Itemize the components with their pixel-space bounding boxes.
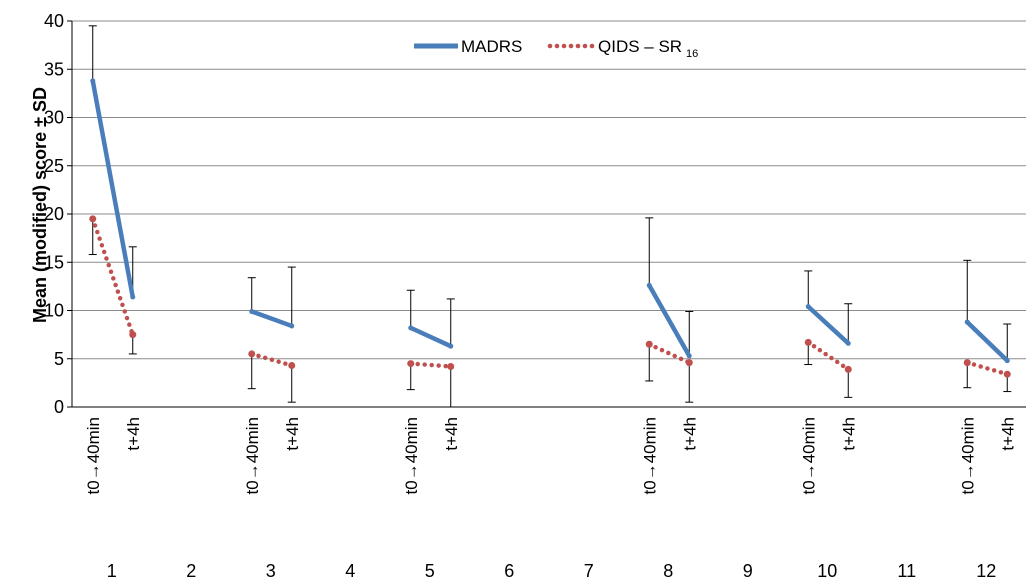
madrs-point [130,294,136,300]
x-category-label: 8 [663,561,673,579]
y-tick-label: 15 [44,252,64,272]
x-category-label: 10 [817,561,837,579]
qids-point [963,359,971,367]
x-timepoint-label: t+4h [124,417,143,451]
x-category-label: 12 [976,561,996,579]
madrs-point [289,323,295,329]
x-timepoint-label: t0→40min [243,417,262,494]
x-category-label: 5 [425,561,435,579]
madrs-point [1004,358,1010,364]
qids-point [89,215,97,223]
madrs-point [448,343,454,349]
qids-point [129,331,137,339]
qids-point [804,338,812,346]
legend-madrs-marker [433,43,439,49]
madrs-line-segment [806,304,851,346]
madrs-point [90,78,96,84]
y-tick-label: 5 [54,349,64,369]
x-timepoint-label: t0→40min [402,417,421,494]
madrs-point [408,325,414,331]
qids-point [407,360,415,368]
markers [89,78,1011,378]
madrs-point [686,353,692,359]
x-timepoint-label: t+4h [283,417,302,451]
madrs-line-segment [647,283,692,359]
y-tick-label: 0 [54,397,64,417]
qids-point [685,359,693,367]
gridlines [72,20,1026,360]
x-timepoint-label: t0→40min [799,417,818,494]
y-tick-label: 30 [44,108,64,128]
madrs-line-segment [965,319,1010,363]
y-axis-label: Mean (modified) score ± SD [30,87,50,323]
y-tick-label: 25 [44,156,64,176]
axes [67,20,1026,408]
x-category-label: 9 [743,561,753,579]
qids-point [645,340,653,348]
legend-qids-swatch [547,43,595,49]
legend-qids-label: QIDS – SR [598,37,682,56]
qids-line-segment [806,340,851,372]
x-timepoint-label: t+4h [442,417,461,451]
legend-madrs-label: MADRS [461,37,522,56]
x-timepoint-label: t+4h [680,417,699,451]
madrs-point [249,308,255,314]
madrs-line-segment [408,325,453,349]
legend-qids-subscript: 16 [686,48,698,60]
legend: MADRS QIDS – SR 16 [414,37,698,60]
qids-line-segment [90,216,135,337]
madrs-point [646,282,652,288]
x-category-label: 4 [345,561,355,579]
x-timepoint-label: t0→40min [640,417,659,494]
qids-point [248,350,256,358]
x-category-label: 7 [584,561,594,579]
qids-line-segment [965,360,1010,377]
y-tick-label: 40 [44,11,64,31]
madrs-line-segment [249,309,294,329]
x-category-label: 6 [504,561,514,579]
qids-point [1003,370,1011,378]
y-tick-label: 10 [44,301,64,321]
x-timepoint-label: t0→40min [84,417,103,494]
qids-line-segment [408,361,453,369]
madrs-line-segment [90,78,135,300]
qids-point [447,362,455,370]
madrs-point [805,304,811,310]
qids-point [288,362,296,370]
qids-line-segment [647,342,692,365]
x-timepoint-label: t+4h [839,417,858,451]
error-bars [88,25,1012,408]
qids-point [844,365,852,373]
x-timepoint-label: t0→40min [958,417,977,494]
y-tick-label: 35 [44,59,64,79]
madrs-point [845,340,851,346]
x-category-label: 2 [186,561,196,579]
qids-line-segment [249,351,294,368]
y-tick-label: 20 [44,204,64,224]
series-lines [90,78,1010,377]
x-category-label: 3 [266,561,276,579]
y-tick-labels: 0 5 10 15 20 25 30 35 40 [44,11,64,417]
x-timepoint-label: t+4h [998,417,1017,451]
x-category-label: 1 [107,561,117,579]
madrs-point [964,319,970,325]
x-category-label: 11 [897,561,916,579]
